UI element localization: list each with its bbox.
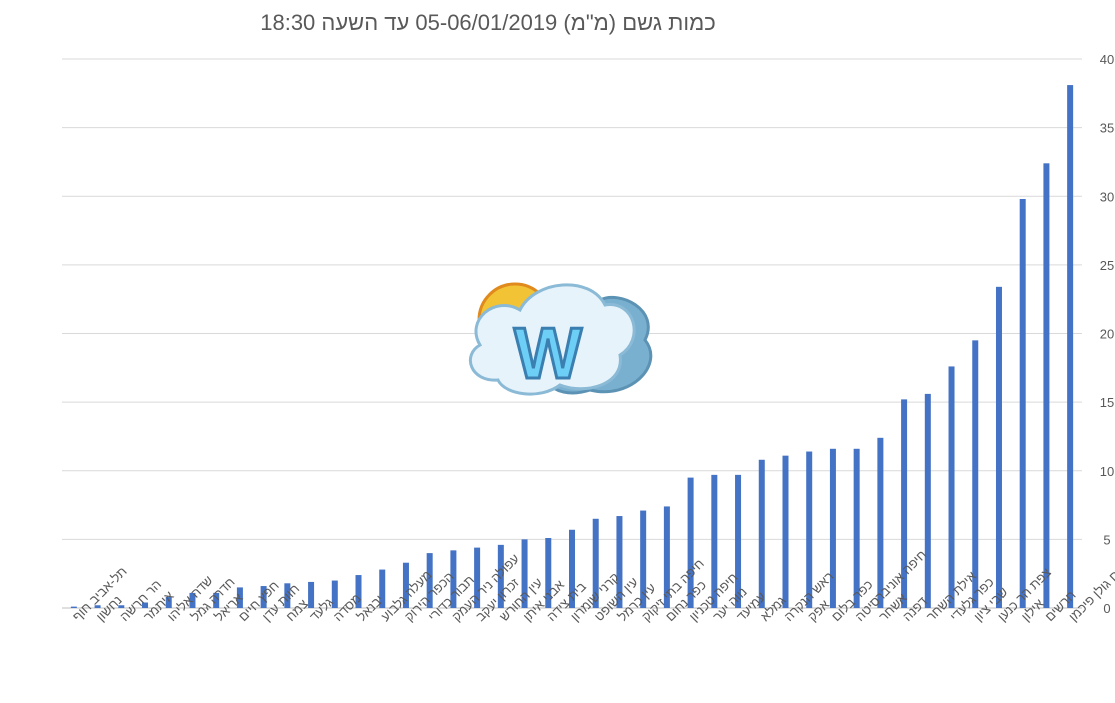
bar: [236, 587, 243, 608]
bar: [142, 602, 149, 608]
bar: [924, 393, 931, 608]
bar: [474, 547, 481, 608]
weather-logo-icon: W: [468, 282, 653, 396]
bar: [521, 539, 528, 608]
y-tick-label: 5: [1103, 532, 1110, 547]
bar: [687, 477, 694, 608]
bar: [616, 516, 623, 608]
bar: [640, 510, 647, 608]
bar: [735, 474, 742, 608]
y-tick-label: 40: [1100, 52, 1114, 67]
bar: [331, 580, 338, 608]
bar: [165, 597, 172, 608]
watermark-letter: W: [514, 314, 582, 394]
bar: [1043, 163, 1050, 608]
y-tick-label: 30: [1100, 189, 1114, 204]
bar: [711, 474, 718, 608]
y-tick-label: 10: [1100, 464, 1114, 479]
bar: [189, 592, 196, 608]
bar: [308, 581, 315, 608]
bar: [1067, 85, 1074, 608]
bar: [592, 518, 599, 608]
chart-title: כמות גשם (מ"מ) 05-06/01/2019 עד השעה 18:…: [260, 10, 716, 35]
bar: [806, 451, 813, 608]
bar: [1019, 198, 1026, 608]
bar: [379, 569, 386, 608]
bar: [260, 586, 267, 608]
bar: [877, 437, 884, 608]
bar: [948, 366, 955, 608]
bar: [497, 544, 504, 608]
bar: [972, 340, 979, 608]
bar: [94, 605, 101, 608]
bar: [402, 562, 409, 608]
bar: [545, 538, 552, 608]
y-tick-label: 25: [1100, 258, 1114, 273]
bar: [853, 448, 860, 608]
bar: [355, 575, 362, 608]
bar: [569, 529, 575, 608]
y-tick-label: 0: [1103, 601, 1110, 616]
y-tick-label: 15: [1100, 395, 1114, 410]
bar: [829, 448, 836, 608]
bar: [995, 286, 1002, 608]
y-tick-label: 20: [1100, 327, 1114, 342]
bar: [118, 605, 125, 608]
bar: [663, 506, 670, 608]
y-axis: 0 5 10 15 20 25 30 35 40: [1100, 52, 1114, 616]
bar: [70, 606, 77, 608]
y-tick-label: 35: [1100, 121, 1114, 136]
bar: [426, 553, 433, 608]
bar: [450, 550, 457, 608]
bar: [758, 459, 765, 608]
bars: [70, 85, 1074, 608]
bar: [284, 583, 291, 608]
bar: [213, 592, 220, 608]
bar: [901, 399, 908, 608]
bar: [782, 455, 789, 608]
